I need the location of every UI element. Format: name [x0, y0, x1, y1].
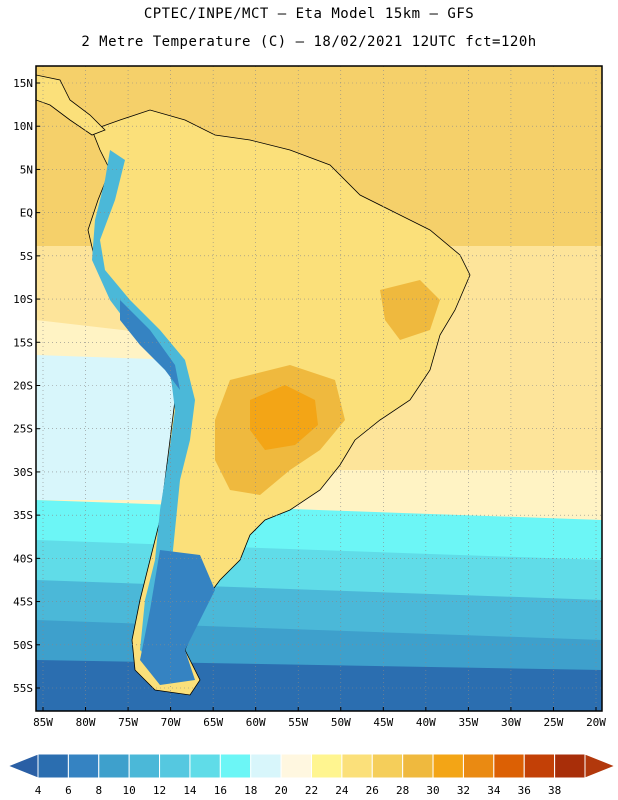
colorbar-swatch [371, 753, 404, 779]
colorbar-swatch [311, 753, 343, 779]
lat-label: 40S [13, 552, 33, 565]
colorbar-label: 34 [487, 784, 501, 797]
colorbar-label: 14 [183, 784, 197, 797]
andes-colder [120, 300, 180, 390]
colorbar-swatch [159, 753, 191, 779]
colorbar-swatch [432, 753, 464, 779]
axis-labels: 15N 10N 5N EQ 5S 10S 15S 20S 25S 30S 35S 40S 45S 50S 5… [13, 77, 606, 729]
colorbar-over-arrow [584, 753, 617, 779]
colorbar-label: 4 [35, 784, 42, 797]
colorbar-label: 16 [214, 784, 227, 797]
map-subtitle: 2 Metre Temperature (C) – 18/02/2021 12U… [81, 34, 537, 50]
lon-label: 20W [586, 716, 606, 729]
colorbar-swatch [128, 753, 161, 779]
lat-label: 25S [13, 423, 33, 436]
colorbar-label: 8 [95, 784, 102, 797]
lat-label: 15N [13, 77, 33, 90]
colorbar-swatch [98, 753, 130, 779]
andes-cold [92, 150, 195, 660]
colorbar-swatch [189, 753, 221, 779]
lon-label: 65W [203, 716, 223, 729]
colorbar-label: 6 [65, 784, 72, 797]
lon-label: 55W [288, 716, 308, 729]
colorbar-swatch [462, 753, 495, 779]
colorbar-swatch [523, 753, 556, 779]
colorbar-swatch [554, 753, 586, 779]
northeast-warm [380, 280, 440, 340]
colorbar-swatch [493, 753, 525, 779]
lon-label: 25W [544, 716, 564, 729]
colorbar: 4 6 8 10 12 14 16 18 20 22 24 26 28 30 32 34 36 38 [6, 753, 617, 797]
map-title: CPTEC/INPE/MCT – Eta Model 15km – GFS [143, 6, 475, 22]
lat-label: 55S [13, 682, 33, 695]
colorbar-swatch [280, 753, 313, 779]
colorbar-label: 10 [123, 784, 136, 797]
lon-label: 80W [76, 716, 96, 729]
colorbar-swatch [37, 753, 69, 779]
colorbar-label: 36 [518, 784, 531, 797]
lat-label: 10S [13, 293, 33, 306]
lat-label: 10N [13, 120, 33, 133]
lon-label: 50W [331, 716, 351, 729]
lat-label: 30S [13, 466, 33, 479]
lon-label: 85W [33, 716, 53, 729]
colorbar-label: 18 [244, 784, 257, 797]
colorbar-label: 22 [305, 784, 318, 797]
lat-label: 5N [20, 163, 33, 176]
colorbar-label: 30 [426, 784, 439, 797]
lat-label: 5S [20, 250, 33, 263]
colorbar-swatch [250, 753, 282, 779]
lon-label: 30W [501, 716, 521, 729]
lon-label: 70W [161, 716, 181, 729]
map-field [36, 66, 602, 711]
lat-label: 20S [13, 380, 33, 393]
colorbar-label: 24 [335, 784, 349, 797]
lon-label: 45W [373, 716, 393, 729]
colorbar-label: 12 [153, 784, 166, 797]
lat-label: 35S [13, 509, 33, 522]
lon-label: 60W [246, 716, 266, 729]
very-hot-core [250, 385, 318, 450]
colorbar-label: 32 [457, 784, 470, 797]
colorbar-label: 26 [366, 784, 379, 797]
colorbar-swatch [219, 753, 252, 779]
lon-label: 75W [118, 716, 138, 729]
lat-label: 50S [13, 639, 33, 652]
pacific-cool [36, 355, 185, 500]
colorbar-label: 20 [274, 784, 287, 797]
colorbar-swatch [341, 753, 373, 779]
colorbar-label: 38 [548, 784, 561, 797]
lat-label: EQ [20, 207, 33, 220]
colorbar-swatch [402, 753, 434, 779]
lat-label: 15S [13, 336, 33, 349]
colorbar-label: 28 [396, 784, 409, 797]
patagonia-cold [140, 550, 215, 685]
lat-label: 45S [13, 596, 33, 609]
lon-label: 40W [416, 716, 436, 729]
map-frame [35, 65, 603, 712]
colorbar-swatch [67, 753, 100, 779]
colorbar-under-arrow [6, 753, 39, 779]
lon-label: 35W [458, 716, 478, 729]
